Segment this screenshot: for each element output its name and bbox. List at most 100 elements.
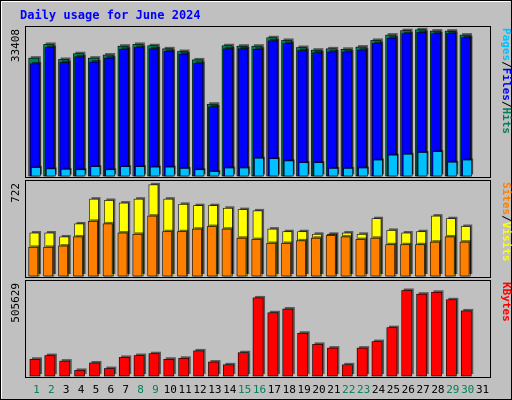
sites-bar-day-8 — [132, 234, 143, 277]
pages-bar-day-3 — [60, 169, 71, 177]
sites-bar-day-13 — [206, 226, 217, 277]
panel-hits: 33408 Pages/Files/Hits — [9, 26, 512, 178]
kbytes-bar-day-7 — [118, 357, 130, 377]
sites-bar-day-7 — [117, 232, 128, 277]
sites-bar-day-30 — [459, 241, 470, 277]
kbytes-bar-day-24 — [371, 341, 383, 377]
legend-sites: Sites — [500, 182, 512, 215]
kbytes-bar-day-10 — [163, 358, 175, 377]
files-bar-day-13 — [208, 106, 218, 177]
files-bar-day-6 — [104, 57, 114, 177]
kbytes-bar-day-21 — [327, 347, 338, 377]
panel-kbytes-legend: KBytes — [500, 282, 512, 322]
panel-kbytes-y-tick-label: 505629 — [9, 283, 22, 323]
x-tick-label-day-4: 4 — [78, 383, 85, 396]
files-bar-day-10 — [163, 51, 174, 177]
sites-bar-day-10 — [162, 231, 172, 277]
pages-bar-day-26 — [402, 153, 413, 177]
panel-visits-y-tick-label: 722 — [9, 183, 22, 203]
pages-bar-day-29 — [447, 161, 458, 177]
pages-bar-day-14 — [224, 167, 235, 177]
sites-bar-day-15 — [236, 237, 247, 277]
sites-bar-day-2 — [43, 247, 53, 277]
x-tick-label-day-22: 22 — [342, 383, 355, 396]
sites-bar-day-26 — [400, 244, 410, 277]
pages-bar-day-30 — [462, 159, 472, 177]
pages-bar-day-2 — [45, 168, 56, 177]
pages-bar-day-5 — [90, 166, 101, 177]
legend-pages: Pages — [500, 28, 512, 61]
pages-bar-day-21 — [328, 168, 339, 177]
pages-bar-day-27 — [417, 152, 428, 177]
pages-bar-day-24 — [373, 159, 383, 177]
x-tick-label-day-6: 6 — [107, 383, 114, 396]
sites-bar-day-4 — [73, 236, 83, 277]
x-tick-label-day-10: 10 — [164, 383, 177, 396]
x-tick-label-day-21: 21 — [327, 383, 340, 396]
panel-hits-legend: Pages/Files/Hits — [500, 28, 512, 134]
panel-hits-border — [25, 26, 491, 178]
sites-bar-day-17 — [266, 243, 277, 277]
x-tick-label-day-23: 23 — [357, 383, 370, 396]
x-tick-label-day-9: 9 — [152, 383, 159, 396]
sites-bar-day-23 — [355, 239, 366, 277]
x-tick-label-day-29: 29 — [446, 383, 459, 396]
pages-bar-day-15 — [239, 167, 249, 177]
pages-bar-day-25 — [388, 154, 398, 177]
files-bar-day-30 — [461, 37, 471, 177]
panel-hits-y-tick-label: 33408 — [9, 29, 22, 62]
pages-bar-day-28 — [432, 151, 443, 177]
legend-files: Files — [500, 68, 512, 101]
files-bar-day-11 — [178, 53, 189, 177]
files-bar-day-3 — [59, 62, 70, 177]
kbytes-bar-day-4 — [74, 370, 85, 377]
sites-bar-day-28 — [430, 241, 440, 277]
kbytes-bar-day-3 — [59, 360, 71, 377]
x-tick-label-day-24: 24 — [372, 383, 386, 396]
legend-hits: Hits — [500, 108, 512, 135]
panel-kbytes: 505629 KBytes — [9, 280, 512, 378]
panel-visits-legend: Sites/Visits — [500, 182, 512, 262]
pages-bar-day-11 — [179, 168, 190, 177]
legend-separator: / — [500, 215, 512, 222]
x-tick-label-day-14: 14 — [223, 383, 237, 396]
x-tick-label-day-19: 19 — [297, 383, 310, 396]
panel-visits-border — [25, 180, 491, 278]
series-pages — [31, 150, 474, 177]
x-tick-label-day-17: 17 — [268, 383, 281, 396]
x-axis-labels: 1 2 3 4 5 6 7 8 9 10 11 12 13 14 15 16 17 18 19 20 21 22 23 24 2… — [33, 383, 489, 396]
panel-visits: 722 Sites/Visits — [9, 180, 512, 278]
legend-visits: Visits — [500, 222, 512, 262]
files-bar-day-20 — [312, 52, 323, 177]
files-bar-day-18 — [282, 43, 293, 177]
pages-bar-day-9 — [150, 166, 160, 177]
x-tick-label-day-5: 5 — [93, 383, 100, 396]
kbytes-bar-day-29 — [446, 299, 457, 377]
sites-bar-day-27 — [415, 244, 425, 277]
kbytes-bar-day-1 — [29, 358, 41, 377]
pages-bar-day-23 — [358, 167, 368, 177]
files-bar-day-23 — [357, 49, 367, 177]
sites-bar-day-1 — [28, 247, 39, 277]
series-sites — [28, 214, 472, 277]
x-tick-label-day-30: 30 — [461, 383, 474, 396]
kbytes-bar-day-27 — [416, 293, 427, 377]
x-tick-label-day-16: 16 — [253, 383, 266, 396]
kbytes-bar-day-11 — [178, 358, 190, 377]
kbytes-bar-day-2 — [44, 355, 56, 377]
kbytes-bar-day-20 — [312, 344, 323, 377]
sites-bar-day-12 — [192, 228, 202, 277]
kbytes-bar-day-23 — [356, 347, 368, 377]
x-tick-label-day-8: 8 — [137, 383, 144, 396]
x-tick-label-day-15: 15 — [238, 383, 251, 396]
sites-bar-day-21 — [325, 235, 336, 277]
sites-bar-day-25 — [385, 244, 396, 277]
kbytes-bar-day-25 — [386, 327, 398, 377]
kbytes-bar-day-14 — [223, 364, 234, 377]
legend-separator: / — [500, 61, 512, 68]
pages-bar-day-18 — [283, 160, 294, 177]
files-bar-day-29 — [446, 33, 456, 177]
x-tick-label-day-26: 26 — [402, 383, 415, 396]
